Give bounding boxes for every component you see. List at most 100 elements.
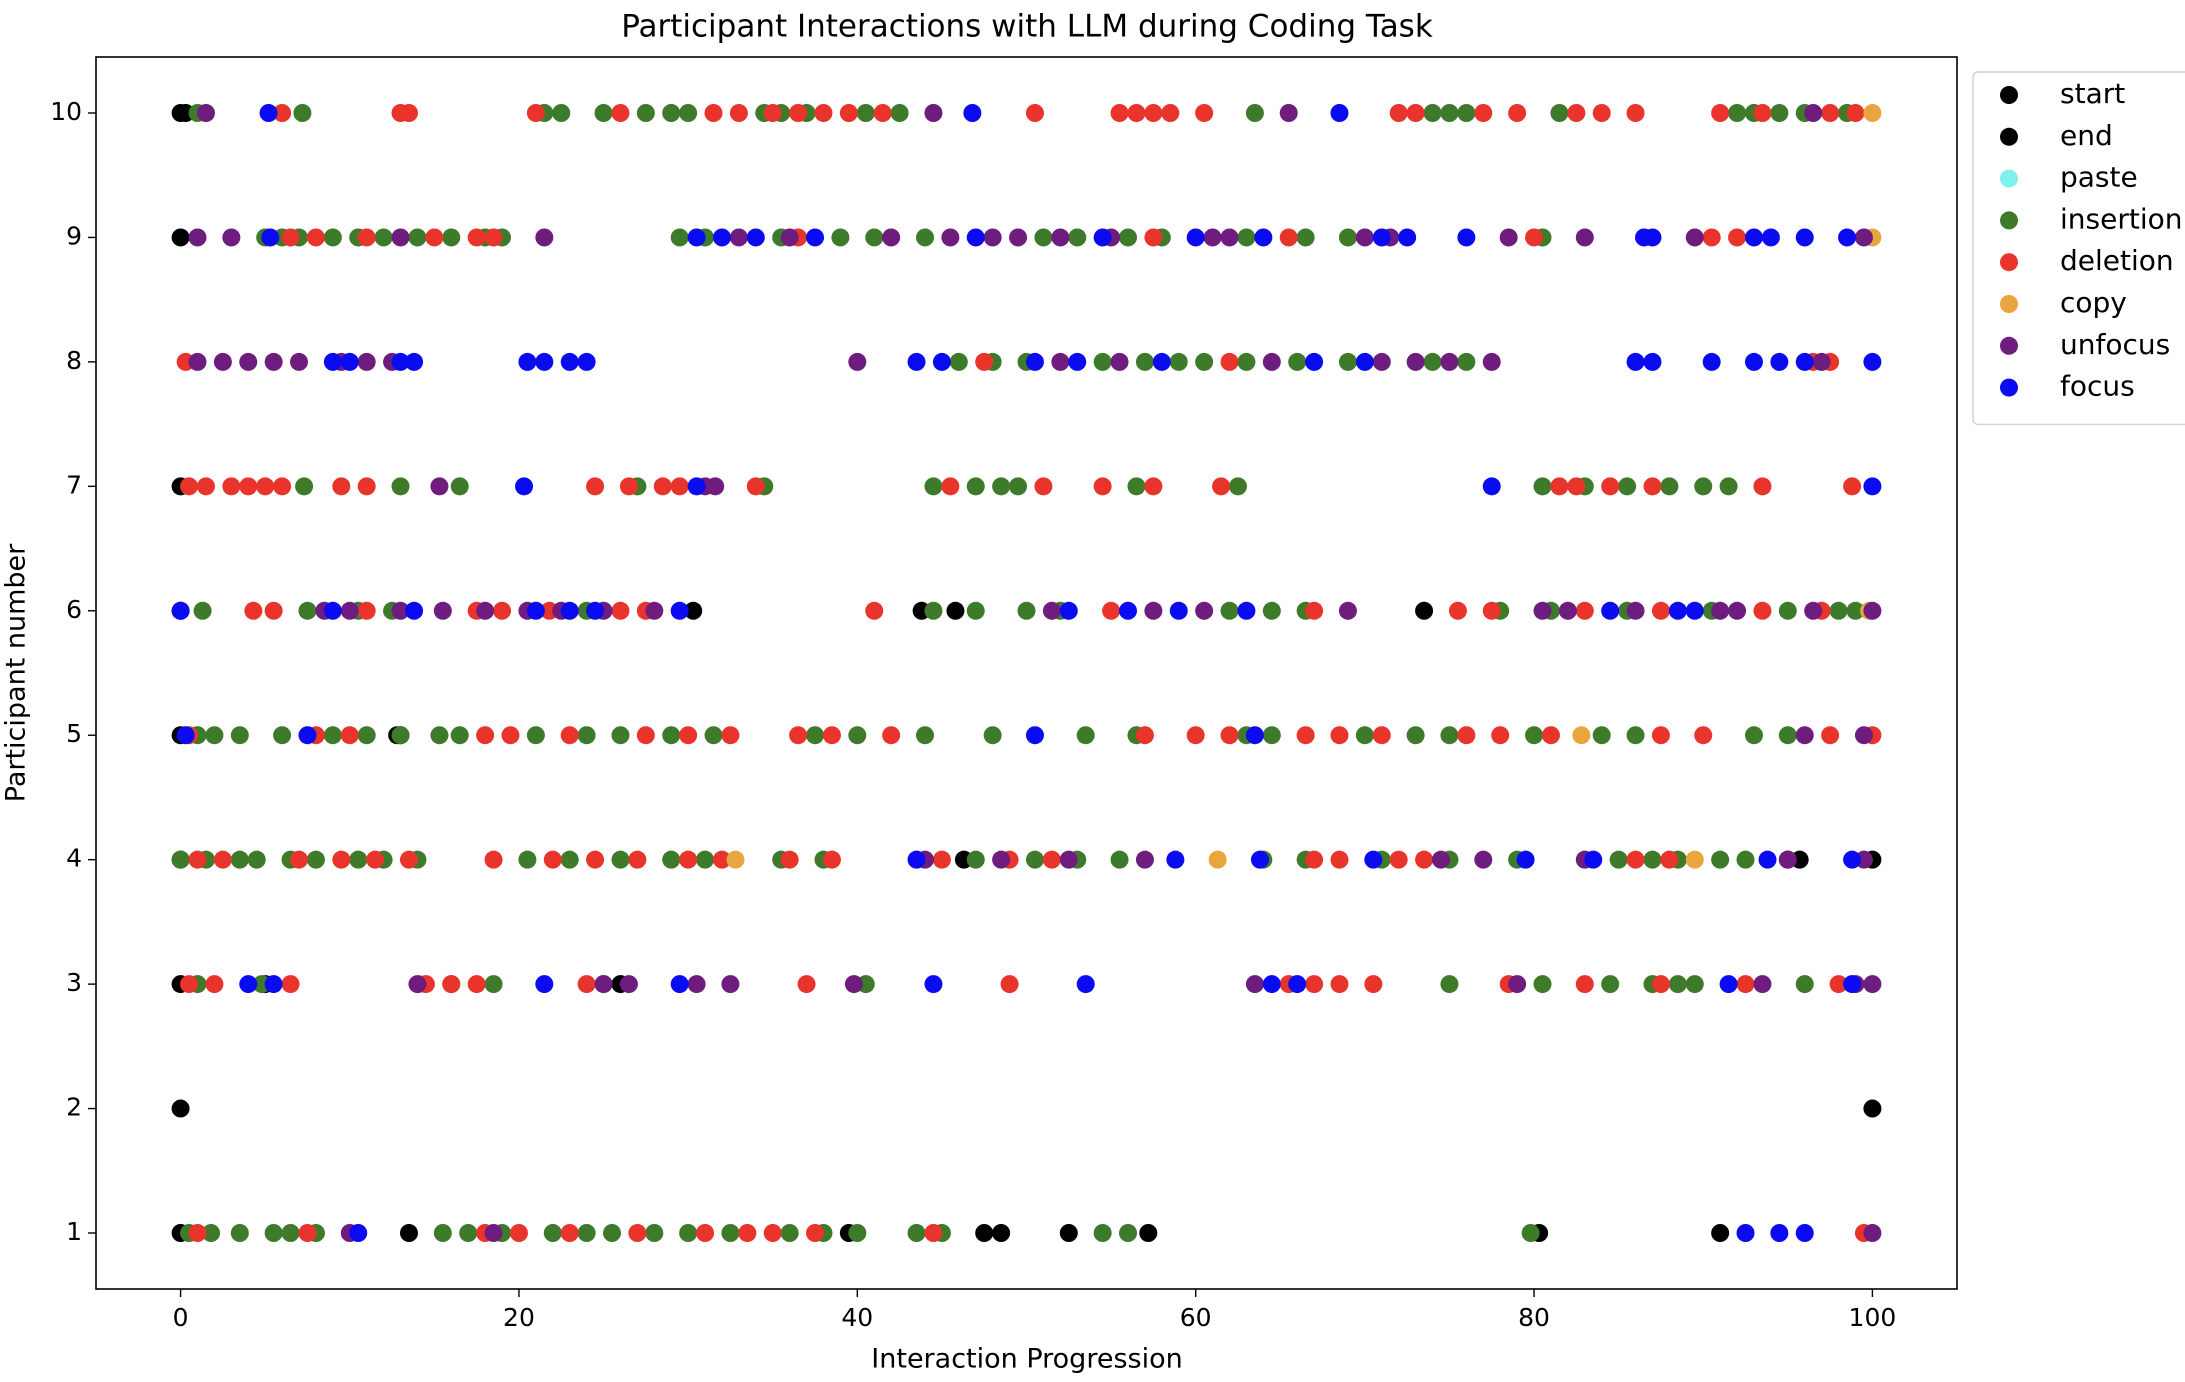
point (213, 352, 232, 371)
point (670, 601, 689, 620)
point (1685, 228, 1704, 247)
point (806, 726, 825, 745)
point (915, 228, 934, 247)
point (687, 477, 706, 496)
point (1609, 850, 1628, 869)
point (1448, 601, 1467, 620)
point (1093, 352, 1112, 371)
point (1237, 601, 1256, 620)
point (746, 477, 765, 496)
point (1685, 601, 1704, 620)
point (1406, 104, 1425, 122)
point (1533, 601, 1552, 620)
point (1584, 850, 1603, 869)
point (1169, 601, 1188, 620)
point (1389, 850, 1408, 869)
point (1795, 228, 1814, 247)
point (202, 1224, 221, 1242)
point (1076, 975, 1095, 994)
point (171, 228, 190, 247)
point (408, 975, 427, 994)
point (176, 726, 195, 745)
point (907, 1224, 926, 1242)
point (1025, 850, 1044, 869)
point (873, 104, 892, 122)
point (687, 228, 706, 247)
y-tick-label: 6 (66, 595, 82, 624)
point (712, 228, 731, 247)
point (1795, 352, 1814, 371)
point (1161, 104, 1180, 122)
point (1601, 975, 1620, 994)
point (780, 850, 799, 869)
point (1440, 975, 1459, 994)
point (924, 975, 943, 994)
point (726, 850, 745, 869)
point (1457, 726, 1476, 745)
point (1736, 1224, 1755, 1242)
point (839, 104, 858, 122)
point (1474, 850, 1493, 869)
point (188, 352, 207, 371)
point (1415, 850, 1434, 869)
point (357, 228, 376, 247)
legend-label: start (2060, 77, 2125, 110)
legend-label: copy (2060, 286, 2127, 319)
point (264, 1224, 283, 1242)
point (966, 850, 985, 869)
point (1533, 975, 1552, 994)
point (1592, 726, 1611, 745)
point (1626, 601, 1645, 620)
point (230, 850, 249, 869)
point (1110, 850, 1129, 869)
point (704, 104, 723, 122)
point (645, 601, 664, 620)
point (425, 228, 444, 247)
point (992, 1224, 1011, 1242)
point (493, 601, 512, 620)
legend-marker (2000, 86, 2018, 104)
point (1838, 228, 1857, 247)
point (1009, 228, 1028, 247)
point (171, 850, 190, 869)
plot-frame (95, 56, 1958, 1290)
point (222, 228, 241, 247)
point (1195, 104, 1214, 122)
point (721, 975, 740, 994)
point (1144, 477, 1163, 496)
point (1000, 975, 1019, 994)
series (176, 104, 1882, 1242)
point (1110, 104, 1129, 122)
point (1626, 726, 1645, 745)
point (1051, 228, 1070, 247)
point (1220, 228, 1239, 247)
point (1102, 601, 1121, 620)
point (1330, 726, 1349, 745)
point (205, 726, 224, 745)
point (611, 601, 630, 620)
point (844, 975, 863, 994)
point (1719, 975, 1738, 994)
point (586, 601, 605, 620)
point (1119, 228, 1138, 247)
point (430, 726, 449, 745)
point (1685, 975, 1704, 994)
point (1025, 104, 1044, 122)
point (281, 228, 300, 247)
point (712, 850, 731, 869)
y-tick-label: 3 (66, 968, 82, 997)
point (882, 726, 901, 745)
point (611, 726, 630, 745)
point (1355, 228, 1374, 247)
point (1846, 104, 1865, 122)
point (1863, 352, 1882, 371)
x-tick-label: 80 (1518, 1303, 1550, 1332)
point (349, 1224, 368, 1242)
point (670, 975, 689, 994)
point (992, 850, 1011, 869)
y-tick-label: 5 (66, 719, 82, 748)
point (780, 1224, 799, 1242)
point (1702, 352, 1721, 371)
point (1135, 352, 1154, 371)
point (679, 104, 698, 122)
